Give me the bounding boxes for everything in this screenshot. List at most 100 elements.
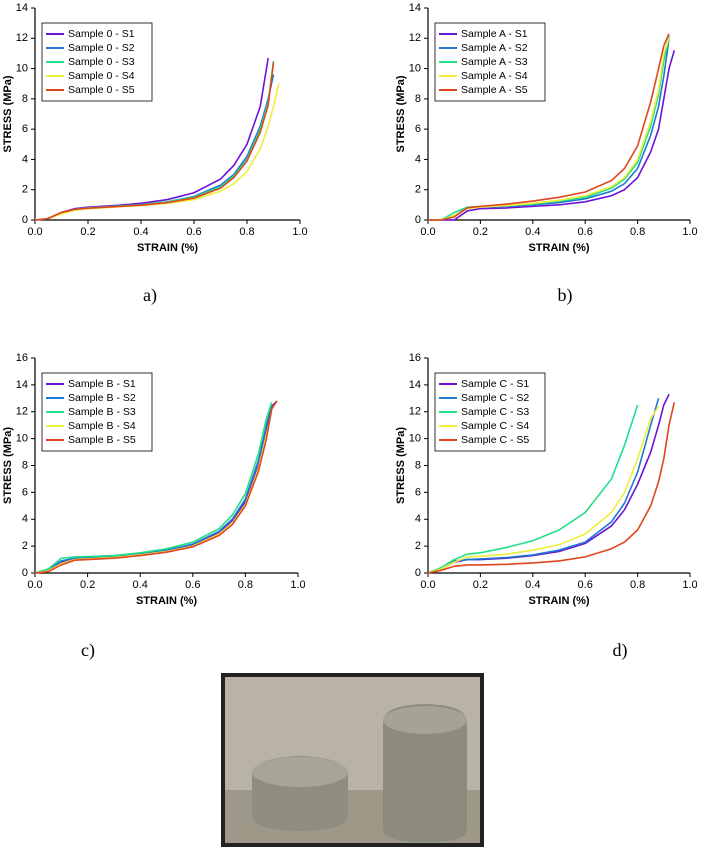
legend-label: Sample B - S3 [68,406,136,418]
photo [221,673,484,847]
x-tick-label: 0.2 [473,226,488,238]
x-tick-label: 0.0 [27,226,42,238]
y-tick-label: 8 [415,93,421,105]
y-tick-label: 4 [415,153,421,165]
legend-label: Sample C - S4 [461,420,529,432]
x-tick-label: 0.8 [630,226,645,238]
series-line [427,405,660,574]
panel-label: d) [613,640,628,661]
y-axis-label: STRESS (MPa) [2,427,14,504]
y-tick-label: 8 [22,93,28,105]
y-tick-label: 14 [409,379,421,391]
y-tick-label: 0 [22,214,28,226]
x-tick-label: 1.0 [290,579,305,591]
series-line [428,35,670,221]
x-tick-label: 0.8 [238,579,253,591]
legend-label: Sample 0 - S5 [68,84,135,96]
x-tick-label: 0.4 [525,579,540,591]
y-tick-label: 8 [415,459,421,471]
x-axis-label: STRAIN (%) [136,595,197,607]
y-tick-label: 10 [16,62,28,74]
y-tick-label: 10 [409,433,421,445]
x-tick-label: 0.8 [239,226,254,238]
legend-label: Sample B - S5 [68,434,136,446]
x-tick-label: 1.0 [292,226,307,238]
panel-label: c) [81,640,95,661]
y-tick-label: 2 [415,540,421,552]
y-tick-label: 6 [415,123,421,135]
x-tick-label: 0.0 [420,579,435,591]
panel-label: b) [558,285,573,306]
legend-label: Sample 0 - S2 [68,42,135,54]
y-tick-label: 0 [415,567,421,579]
y-tick-label: 14 [409,2,421,14]
x-tick-label: 0.2 [473,579,488,591]
y-tick-label: 12 [409,406,421,418]
y-tick-label: 12 [409,32,421,44]
y-axis-label: STRESS (MPa) [2,75,14,152]
series-line [427,404,639,574]
legend-label: Sample A - S3 [461,56,528,68]
legend-label: Sample 0 - S3 [68,56,135,68]
y-tick-label: 16 [409,352,421,364]
y-axis-label: STRESS (MPa) [395,75,407,152]
legend-label: Sample A - S1 [461,28,528,40]
x-tick-label: 0.6 [578,226,593,238]
legend-label: Sample A - S4 [461,70,528,82]
y-tick-label: 14 [16,2,28,14]
y-tick-label: 2 [415,184,421,196]
y-tick-label: 10 [409,62,421,74]
y-tick-label: 12 [16,406,28,418]
x-tick-label: 0.2 [80,226,95,238]
series-line [34,402,273,574]
x-axis-label: STRAIN (%) [137,242,198,254]
series-line [34,83,280,221]
y-tick-label: 10 [16,433,28,445]
y-tick-label: 0 [22,567,28,579]
legend-label: Sample B - S1 [68,378,136,390]
legend-label: Sample C - S3 [461,406,529,418]
x-axis-label: STRAIN (%) [528,595,589,607]
panel-label: a) [143,285,157,306]
y-tick-label: 4 [22,513,28,525]
legend-label: Sample C - S5 [461,434,529,446]
series-line [34,400,278,574]
chart: 0.0 0.2 0.4 0.6 0.8 1.0 0 2 4 6 8 10 12 14 STRAIN (%) S… [395,2,698,306]
legend-label: Sample 0 - S1 [68,28,135,40]
series-line [428,33,670,221]
legend-label: Sample A - S2 [461,42,528,54]
y-tick-label: 6 [415,486,421,498]
x-tick-label: 0.0 [420,226,435,238]
y-tick-label: 8 [22,459,28,471]
series-line [34,62,275,221]
legend-label: Sample B - S2 [68,392,136,404]
legend-label: Sample B - S4 [68,420,136,432]
legend-label: Sample A - S5 [461,84,528,96]
x-tick-label: 0.6 [186,226,201,238]
x-tick-label: 1.0 [682,226,697,238]
y-tick-label: 2 [22,184,28,196]
x-tick-label: 0.4 [133,226,148,238]
x-tick-label: 0.0 [27,579,42,591]
chart: 0.0 0.2 0.4 0.6 0.8 1.0 0 2 4 6 8 10 12 14 16 STRAIN (%… [395,352,698,661]
y-tick-label: 2 [22,540,28,552]
y-tick-label: 16 [16,352,28,364]
legend-label: Sample C - S1 [461,378,529,390]
legend-label: Sample 0 - S4 [68,70,135,82]
x-tick-label: 1.0 [682,579,697,591]
series-line [428,50,676,221]
chart: 0.0 0.2 0.4 0.6 0.8 1.0 0 2 4 6 8 10 12 14 STRAIN (%) S… [2,2,308,306]
x-axis-label: STRAIN (%) [528,242,589,254]
x-tick-label: 0.2 [80,579,95,591]
x-tick-label: 0.8 [630,579,645,591]
series-line [34,404,273,574]
y-tick-label: 6 [22,123,28,135]
x-tick-label: 0.6 [578,579,593,591]
x-tick-label: 0.4 [525,226,540,238]
y-tick-label: 14 [16,379,28,391]
y-tick-label: 12 [16,32,28,44]
series-line [427,402,676,574]
y-tick-label: 4 [22,153,28,165]
